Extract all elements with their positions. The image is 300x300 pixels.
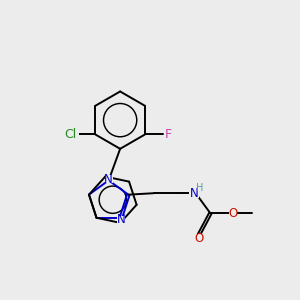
Text: O: O <box>229 207 238 220</box>
Text: H: H <box>196 183 204 194</box>
Text: N: N <box>190 187 198 200</box>
Bar <box>189 188 199 198</box>
Bar <box>61 129 79 140</box>
Bar <box>117 216 125 224</box>
Text: Cl: Cl <box>64 128 76 141</box>
Text: N: N <box>117 213 126 226</box>
Bar <box>229 209 237 217</box>
Text: N: N <box>104 172 113 186</box>
Bar <box>105 175 113 183</box>
Text: F: F <box>165 128 172 141</box>
Bar <box>195 234 203 242</box>
Text: O: O <box>194 232 203 245</box>
Bar <box>164 130 172 139</box>
